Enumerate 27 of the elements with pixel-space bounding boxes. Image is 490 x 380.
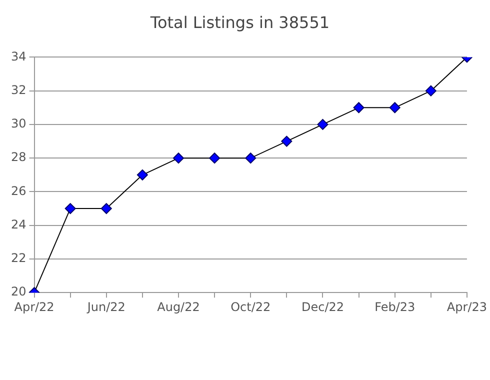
x-tick-label: Dec/22 — [301, 300, 344, 314]
point — [100, 203, 112, 214]
y-tick-label: 32 — [10, 82, 26, 97]
point — [281, 136, 292, 147]
point — [317, 118, 328, 130]
x-tick-label: Jun/22 — [86, 300, 126, 314]
chart-title: Total Listings in 38551 — [149, 12, 330, 32]
x-tick-label: Apr/23 — [446, 300, 488, 314]
y-tick-label: 28 — [10, 150, 26, 164]
point — [209, 152, 220, 164]
point — [353, 102, 364, 114]
y-tick-label: 24 — [10, 217, 26, 232]
point — [245, 152, 256, 164]
y-tick-label: 30 — [10, 116, 26, 131]
x-tick-label: Feb/23 — [374, 300, 416, 314]
x-tick-label: Oct/22 — [230, 300, 271, 314]
point — [64, 203, 76, 214]
point — [136, 169, 148, 180]
y-tick-label: 34 — [10, 49, 26, 64]
x-tick-label: Aug/22 — [157, 300, 200, 314]
y-tick-label: 26 — [10, 184, 26, 198]
point — [173, 152, 184, 164]
point — [389, 102, 400, 114]
x-tick-label: Apr/22 — [14, 300, 54, 314]
y-tick-label: 22 — [10, 251, 26, 266]
y-tick-label: 20 — [10, 284, 26, 299]
point — [425, 85, 436, 96]
